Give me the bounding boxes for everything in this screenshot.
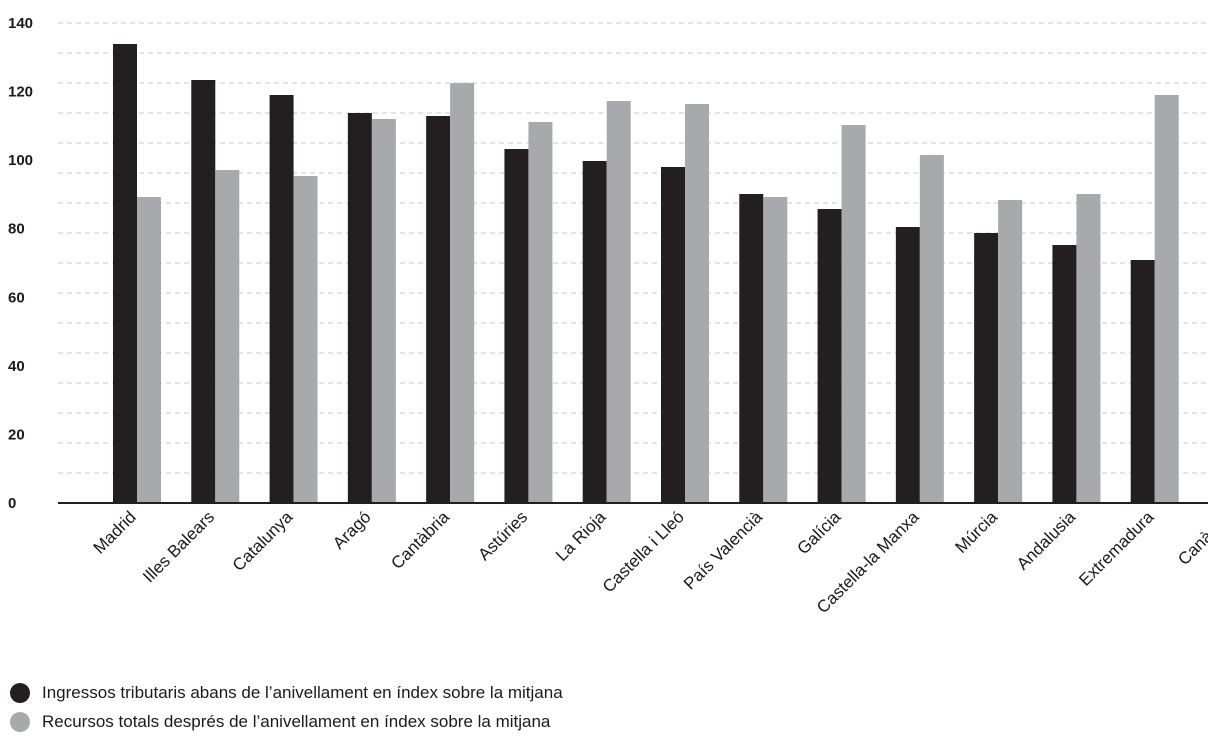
x-tick-label: Catalunya <box>229 507 297 575</box>
x-tick-label: Andalusia <box>1013 507 1080 574</box>
bar-2-7 <box>685 104 709 503</box>
x-tick-label: Castella i Lleó <box>599 507 688 596</box>
legend: Ingressos tributaris abans de l’anivella… <box>10 682 563 740</box>
bar-2-1 <box>215 170 240 503</box>
bar-1-1 <box>191 80 216 503</box>
bar-2-0 <box>137 197 161 503</box>
x-tick-label: Extremadura <box>1075 507 1158 590</box>
bar-1-10 <box>895 227 920 503</box>
bar-1-5 <box>504 149 529 503</box>
bar-2-9 <box>841 125 866 503</box>
y-tick-label: 40 <box>8 358 25 375</box>
bar-2-2 <box>293 176 318 503</box>
legend-label-series-2: Recursos totals després de l’anivellamen… <box>42 711 551 731</box>
y-tick-label: 0 <box>8 495 16 512</box>
bar-1-9 <box>817 209 842 503</box>
bar-1-7 <box>661 167 685 503</box>
bars <box>113 44 1179 503</box>
y-tick-label: 60 <box>8 289 25 306</box>
legend-label-series-1: Ingressos tributaris abans de l’anivella… <box>42 682 563 702</box>
x-tick-label: Illes Balears <box>139 507 218 586</box>
bar-2-11 <box>998 200 1023 503</box>
x-tick-label: Múrcia <box>951 507 1001 557</box>
x-axis-labels: Madrid Illes Balears Catalunya Aragó Cantàbr… <box>90 507 1208 617</box>
bar-2-12 <box>1076 194 1101 503</box>
bar-1-11 <box>974 233 999 503</box>
x-tick-label: Astúries <box>474 507 531 564</box>
bar-2-8 <box>763 197 788 503</box>
bar-2-13 <box>1154 95 1179 503</box>
bar-1-6 <box>582 161 607 503</box>
legend-swatch-series-1 <box>10 682 30 703</box>
legend-item-series-1: Ingressos tributaris abans de l’anivella… <box>10 682 563 703</box>
x-tick-label: Aragó <box>329 507 375 553</box>
bar-2-5 <box>528 122 553 503</box>
y-tick-label: 120 <box>8 84 33 101</box>
y-tick-label: 100 <box>8 152 33 169</box>
y-tick-label: 80 <box>8 221 25 238</box>
bar-2-3 <box>371 119 396 503</box>
bar-1-0 <box>113 44 137 503</box>
x-tick-label: País Valencià <box>680 507 766 593</box>
bar-1-3 <box>347 113 372 503</box>
x-tick-label: Canàries <box>1174 507 1208 569</box>
x-tick-label: Madrid <box>90 507 140 557</box>
x-tick-label: Galícia <box>794 507 845 558</box>
bar-1-13 <box>1130 260 1155 503</box>
legend-item-series-2: Recursos totals després de l’anivellamen… <box>10 711 563 732</box>
bar-2-6 <box>606 101 631 503</box>
x-tick-label: Cantàbria <box>387 507 453 573</box>
y-tick-label: 20 <box>8 426 25 443</box>
bar-1-4 <box>426 116 451 503</box>
legend-swatch-series-2 <box>10 711 30 732</box>
bar-1-8 <box>739 194 764 503</box>
y-tick-label: 140 <box>8 15 33 32</box>
bar-2-10 <box>919 155 944 503</box>
bar-1-2 <box>269 95 294 503</box>
y-axis-ticks: 0 20 40 60 80 100 120 140 <box>8 15 33 512</box>
x-tick-label: La Rioja <box>552 507 610 565</box>
bar-2-4 <box>450 83 475 503</box>
bar-1-12 <box>1052 245 1077 503</box>
